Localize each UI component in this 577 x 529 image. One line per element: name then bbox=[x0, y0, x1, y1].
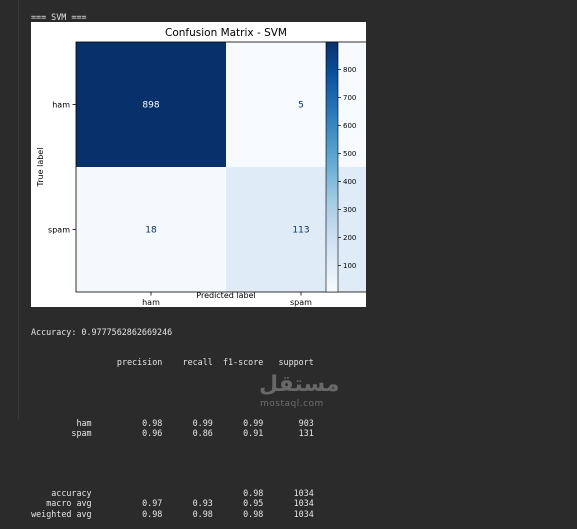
report-row-label: ham bbox=[76, 417, 92, 428]
report-column-header: recall bbox=[182, 357, 213, 368]
report-row: weighted avg 0.98 0.98 0.98 1034 bbox=[31, 509, 314, 519]
report-column-header: support bbox=[278, 357, 314, 368]
x-tick-label: spam bbox=[290, 298, 312, 307]
report-cell: 1034 bbox=[293, 488, 314, 499]
matrix-cell bbox=[76, 167, 226, 292]
editor-gutter bbox=[0, 0, 19, 420]
colorbar-tick-label: 100 bbox=[343, 262, 356, 270]
colorbar-tick-label: 400 bbox=[343, 178, 356, 186]
report-row-label: spam bbox=[71, 427, 92, 438]
report-row: spam 0.96 0.86 0.91 131 bbox=[31, 428, 313, 438]
report-row-label: weighted avg bbox=[31, 508, 92, 519]
report-cell: 0.98 bbox=[243, 488, 264, 499]
report-cell: 131 bbox=[298, 427, 314, 438]
report-cell: 0.97 bbox=[142, 498, 163, 509]
x-axis-label: Predicted label bbox=[196, 291, 255, 300]
report-cell: 0.96 bbox=[142, 427, 163, 438]
report-cell: 0.98 bbox=[243, 508, 264, 519]
colorbar-tick-label: 500 bbox=[343, 150, 356, 158]
accuracy-line: Accuracy: 0.9777562862669246 bbox=[31, 327, 172, 337]
colorbar-tick-label: 300 bbox=[343, 206, 356, 214]
cell-value-label: 5 bbox=[298, 101, 304, 111]
report-cell: 0.98 bbox=[142, 417, 163, 428]
x-tick-label: ham bbox=[142, 298, 160, 307]
accuracy-text: Accuracy: 0.9777562862669246 bbox=[31, 327, 173, 337]
colorbar-tick-label: 800 bbox=[343, 66, 356, 74]
report-cell: 0.86 bbox=[192, 427, 213, 438]
watermark-latin: mostaql.com bbox=[260, 399, 324, 409]
report-cell: 0.99 bbox=[192, 417, 213, 428]
confusion-matrix-figure: 898 5 18 113 ham spam ham spam Confusion Matri… bbox=[31, 22, 366, 307]
report-cell: 903 bbox=[298, 417, 314, 428]
report-cell: 1034 bbox=[293, 498, 314, 509]
cell-value-label: 898 bbox=[142, 101, 159, 111]
confusion-matrix-svg: 898 5 18 113 ham spam ham spam Confusion Matri… bbox=[36, 27, 366, 307]
report-cell: 0.99 bbox=[243, 417, 264, 428]
report-cell: 0.95 bbox=[243, 498, 264, 509]
report-row: accuracy 0.98 1034 bbox=[31, 488, 314, 498]
report-row: macro avg 0.97 0.93 0.95 1034 bbox=[31, 498, 314, 508]
y-axis-label: True label bbox=[36, 148, 45, 188]
output-header: === SVM === bbox=[31, 12, 87, 22]
colorbar bbox=[325, 41, 339, 293]
matrix-cell bbox=[76, 42, 226, 167]
matrix-cell bbox=[226, 167, 366, 292]
report-column-header: precision bbox=[116, 357, 163, 368]
report-row-label: accuracy bbox=[51, 488, 92, 499]
mostaql-watermark: مستقل mostaql.com bbox=[253, 372, 339, 412]
colorbar-tick-label: 700 bbox=[343, 94, 356, 102]
report-cell: 0.91 bbox=[243, 427, 264, 438]
colorbar-tick-label: 200 bbox=[343, 234, 356, 242]
report-cell: 1034 bbox=[293, 508, 314, 519]
colorbar-tick-label: 600 bbox=[343, 122, 356, 130]
report-cell: 0.98 bbox=[192, 508, 213, 519]
y-tick-label: ham bbox=[52, 101, 70, 110]
report-cell: 0.93 bbox=[192, 498, 213, 509]
matrix-cell bbox=[226, 42, 366, 167]
report-row: ham 0.98 0.99 0.99 903 bbox=[31, 418, 313, 428]
watermark-arabic: مستقل bbox=[259, 372, 340, 397]
report-cell: 0.98 bbox=[142, 508, 163, 519]
report-row-label: macro avg bbox=[46, 498, 92, 509]
cell-value-label: 18 bbox=[145, 226, 157, 236]
classification-report: Accuracy: 0.9777562862669246 precision re… bbox=[31, 307, 314, 529]
y-tick-label: spam bbox=[48, 226, 70, 235]
cell-value-label: 113 bbox=[292, 226, 309, 236]
report-column-header: f1-score bbox=[222, 357, 264, 368]
chart-title: Confusion Matrix - SVM bbox=[165, 27, 287, 39]
axes-frame bbox=[75, 41, 366, 293]
report-header-row: precision recall f1-score support bbox=[31, 357, 314, 367]
